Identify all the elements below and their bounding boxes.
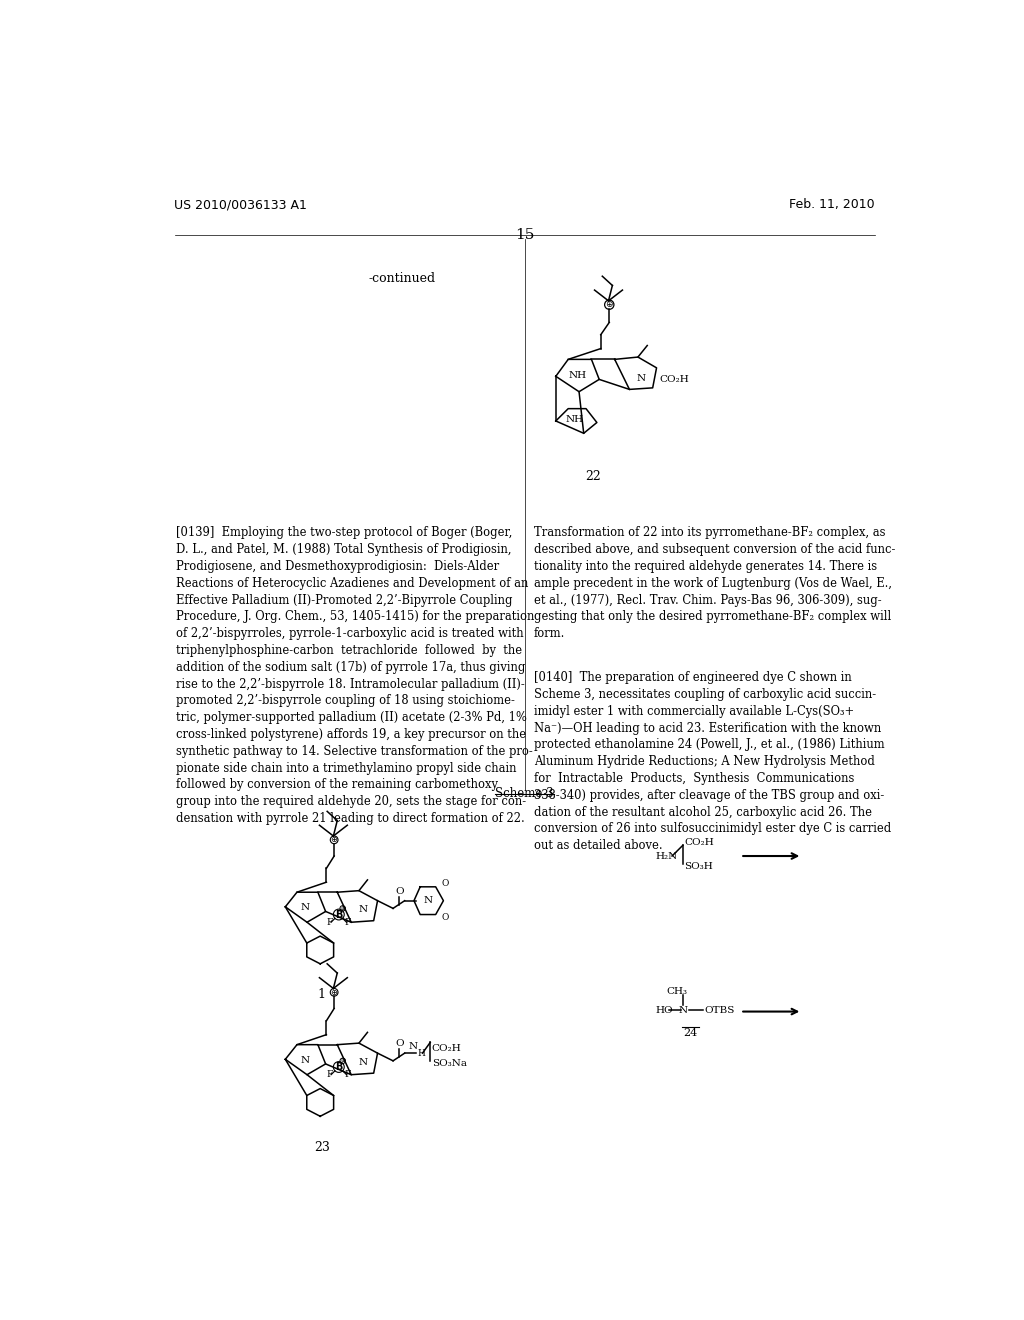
Text: NH: NH [565,414,584,424]
Text: O: O [441,879,449,888]
Text: 23: 23 [313,1140,330,1154]
Text: Transformation of 22 into its pyrromethane-BF₂ complex, as
described above, and : Transformation of 22 into its pyrrometha… [535,527,895,640]
Text: SO₃H: SO₃H [684,862,713,871]
Text: N: N [358,906,368,915]
Text: N: N [358,1057,368,1067]
Text: CO₂H: CO₂H [658,375,688,384]
Text: Feb. 11, 2010: Feb. 11, 2010 [790,198,876,211]
Text: O: O [395,1039,403,1048]
Text: ⊕: ⊕ [331,836,338,845]
Text: H₂N: H₂N [655,851,677,861]
Text: ⊕: ⊕ [605,300,613,309]
Text: N: N [637,374,645,383]
Text: HO: HO [655,1006,673,1015]
Text: 1: 1 [317,989,326,1002]
Text: F: F [327,1071,333,1080]
Text: 24: 24 [683,1028,697,1039]
Text: US 2010/0036133 A1: US 2010/0036133 A1 [174,198,307,211]
Text: N: N [301,903,310,912]
Text: N: N [301,1056,310,1064]
Text: N: N [409,1043,418,1052]
Text: B: B [335,1063,342,1072]
Text: -continued: -continued [369,272,435,285]
Text: [0139]  Employing the two-step protocol of Boger (Boger,
D. L., and Patel, M. (1: [0139] Employing the two-step protocol o… [176,527,535,825]
Text: H: H [418,1048,426,1057]
Text: 22: 22 [585,470,601,483]
Text: F: F [345,917,351,927]
Text: O: O [441,913,449,923]
Text: F: F [327,917,333,927]
Text: ⊕: ⊕ [340,906,345,911]
Text: SO₃Na: SO₃Na [432,1060,467,1068]
Text: CH₃: CH₃ [667,987,687,997]
Text: 15: 15 [515,227,535,242]
Text: B: B [335,909,342,920]
Text: OTBS: OTBS [705,1006,735,1015]
Text: ⊕: ⊕ [340,1059,345,1064]
Text: ⊕: ⊕ [331,987,338,997]
Text: N: N [678,1006,687,1015]
Text: F: F [345,1071,351,1080]
Text: CO₂H: CO₂H [432,1044,462,1053]
Text: NH: NH [568,371,587,380]
Text: [0140]  The preparation of engineered dye C shown in
Scheme 3, necessitates coup: [0140] The preparation of engineered dye… [535,671,891,853]
Text: Scheme 3: Scheme 3 [496,787,554,800]
Text: N: N [423,896,432,906]
Text: O: O [395,887,403,896]
Text: CO₂H: CO₂H [684,838,714,846]
